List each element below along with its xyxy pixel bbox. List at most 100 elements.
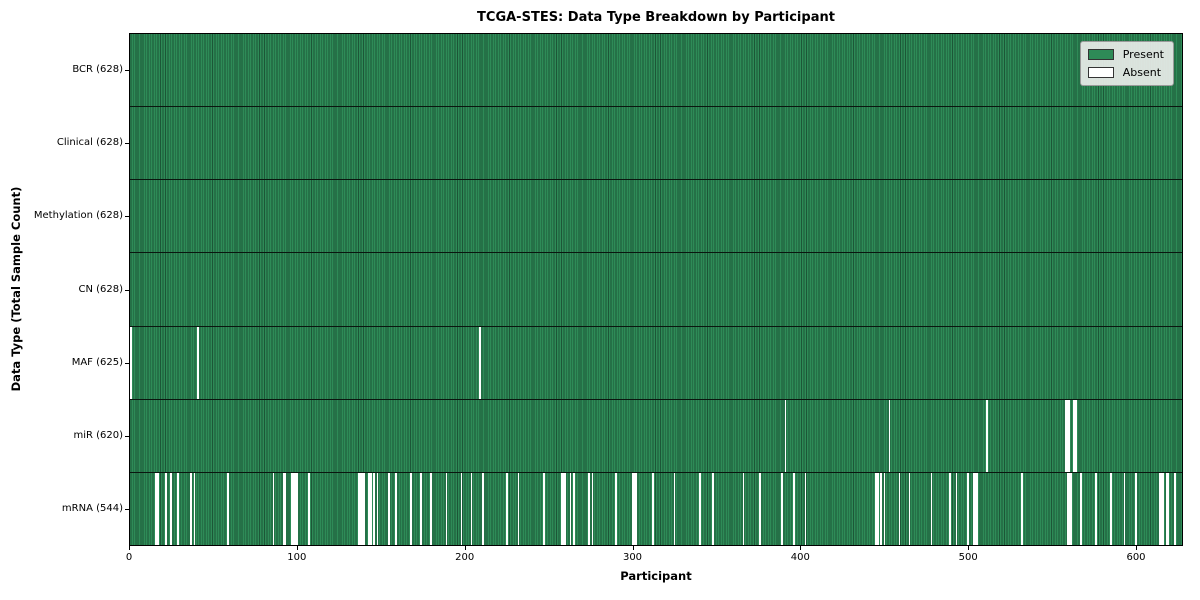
xtick-label-0: 0 <box>125 552 133 563</box>
xtick-label-500: 500 <box>958 552 978 563</box>
absent-stripe <box>358 472 360 545</box>
ytick-label-mrna: mRNA (544) <box>61 503 123 515</box>
absent-stripe <box>651 472 654 545</box>
legend-item-present: Present <box>1087 48 1164 61</box>
absent-stripe <box>561 472 564 545</box>
absent-stripe <box>712 472 715 545</box>
absent-stripe <box>985 399 988 472</box>
ytick-label-cn: CN (628) <box>78 283 123 295</box>
absent-stripe <box>635 472 637 545</box>
absent-stripe <box>517 472 520 545</box>
xtick-mark <box>296 546 298 550</box>
absent-stripe <box>673 472 676 545</box>
absent-stripe <box>875 472 877 545</box>
absent-stripe <box>376 472 379 545</box>
row-maf <box>130 325 1182 399</box>
absent-stripe <box>227 472 230 545</box>
absent-stripe <box>373 472 376 545</box>
absent-stripe <box>370 472 372 545</box>
absent-stripe <box>742 472 745 545</box>
absent-stripe <box>1162 472 1164 545</box>
ytick-mark <box>125 69 129 71</box>
absent-stripe <box>591 472 594 545</box>
absent-stripe <box>479 326 481 399</box>
absent-stripe <box>1123 472 1126 545</box>
plot-area: Present Absent <box>129 33 1183 546</box>
absent-stripe <box>197 326 199 399</box>
absent-stripe <box>1073 399 1075 472</box>
absent-stripe <box>155 472 157 545</box>
absent-stripe <box>460 472 463 545</box>
legend-label-present: Present <box>1122 48 1164 61</box>
row-methylation <box>130 179 1182 252</box>
absent-stripe <box>955 472 958 545</box>
xtick-mark <box>632 546 634 550</box>
absent-stripe <box>569 472 572 545</box>
absent-stripe <box>395 472 397 545</box>
absent-stripe <box>975 472 978 545</box>
absent-stripe <box>564 472 567 545</box>
absent-stripe <box>368 472 370 545</box>
xtick-label-100: 100 <box>287 552 307 563</box>
absent-stripe <box>165 472 167 545</box>
ytick-mark <box>125 216 129 218</box>
absent-stripe <box>388 472 391 545</box>
absent-stripe <box>1165 472 1168 545</box>
xtick-mark <box>800 546 802 550</box>
ytick-label-clinical: Clinical (628) <box>56 136 123 148</box>
absent-stripe <box>698 472 701 545</box>
absent-stripe <box>282 472 285 545</box>
absent-stripe <box>430 472 433 545</box>
absent-stripe <box>1158 472 1161 545</box>
absent-stripe <box>883 472 886 545</box>
absent-stripe <box>291 472 293 545</box>
ytick-mark <box>125 362 129 364</box>
absent-stripe <box>974 472 976 545</box>
absent-stripe <box>1068 399 1070 472</box>
xtick-label-600: 600 <box>1126 552 1146 563</box>
absent-stripe <box>294 472 297 545</box>
absent-stripe <box>1064 399 1067 472</box>
ytick-mark <box>125 142 129 144</box>
ytick-label-mir: miR (620) <box>73 430 123 442</box>
ytick-label-bcr: BCR (628) <box>72 63 123 75</box>
absent-stripe <box>190 472 193 545</box>
absent-stripe <box>284 472 287 545</box>
row-bcr <box>130 34 1182 106</box>
absent-stripe <box>876 472 879 545</box>
xtick-label-200: 200 <box>455 552 475 563</box>
absent-stripe <box>176 472 179 545</box>
absent-stripe <box>880 472 882 545</box>
absent-stripe <box>563 472 565 545</box>
ytick-label-methylation: Methylation (628) <box>33 210 123 222</box>
legend-item-absent: Absent <box>1087 66 1164 79</box>
absent-stripe <box>359 472 362 545</box>
absent-stripe <box>784 399 787 472</box>
chart-title: TCGA-STES: Data Type Breakdown by Partic… <box>477 10 835 25</box>
absent-stripe <box>1110 472 1112 545</box>
absent-stripe <box>156 472 159 545</box>
absent-stripe <box>1160 472 1163 545</box>
absent-stripe <box>615 472 617 545</box>
absent-stripe <box>170 472 172 545</box>
xtick-label-300: 300 <box>622 552 643 563</box>
absent-stripe <box>631 472 634 545</box>
absent-stripe <box>759 472 762 545</box>
absent-stripe <box>1135 472 1138 545</box>
absent-stripe <box>1074 399 1077 472</box>
xtick-label-400: 400 <box>790 552 810 563</box>
absent-stripe <box>573 472 575 545</box>
absent-stripe <box>908 472 911 545</box>
absent-stripe <box>898 472 901 545</box>
absent-stripe <box>972 472 975 545</box>
absent-stripe <box>781 472 783 545</box>
absent-stripe <box>1079 472 1082 545</box>
absent-stripe <box>792 472 795 545</box>
absent-stripe <box>361 472 364 545</box>
ytick-mark <box>125 436 129 438</box>
xtick-mark <box>968 546 970 550</box>
absent-stripe <box>363 472 365 545</box>
absent-stripe <box>1066 399 1069 472</box>
absent-stripe <box>470 472 473 545</box>
